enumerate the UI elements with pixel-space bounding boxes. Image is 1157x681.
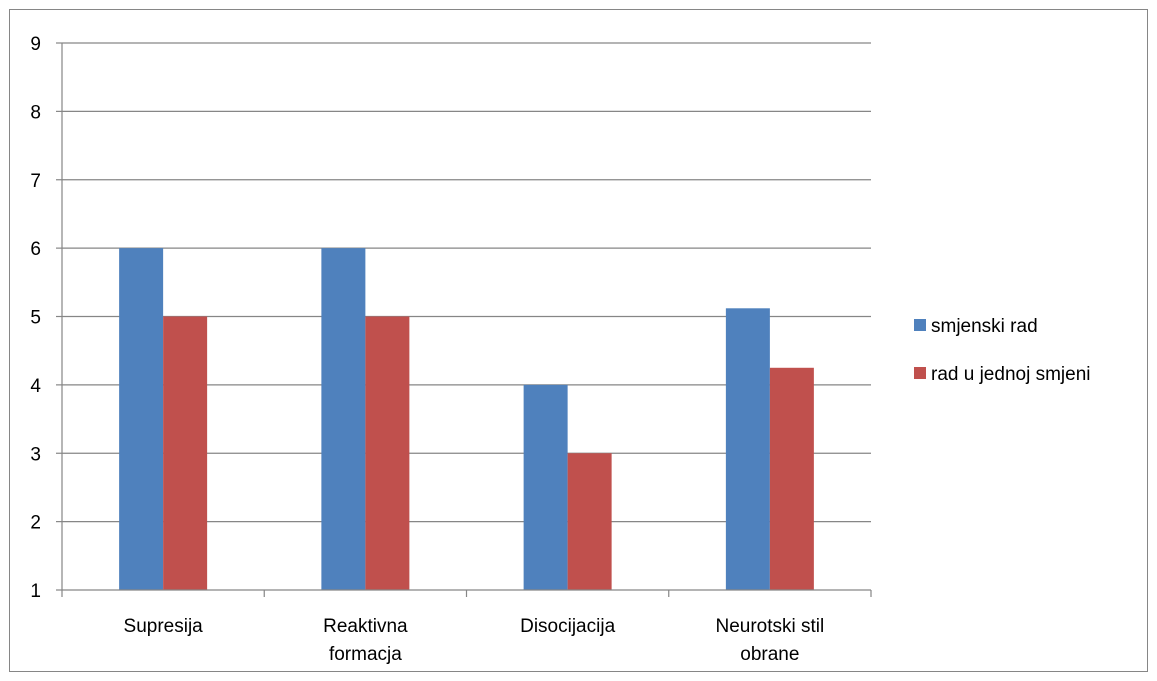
x-tick-label-line: obrane bbox=[740, 644, 799, 665]
bar-rad-u-jednoj-smjeni-3 bbox=[769, 367, 814, 590]
x-tick-label-line: Reaktivna bbox=[323, 616, 408, 637]
bars bbox=[119, 248, 814, 590]
bar-smjenski-rad-0 bbox=[119, 248, 164, 590]
y-tick-label: 1 bbox=[30, 581, 41, 602]
y-tick-label: 3 bbox=[30, 444, 41, 465]
y-tick-label: 5 bbox=[30, 308, 41, 329]
x-axis-tick-labels: Supresija Reaktivna formacja Disocijacija Ne… bbox=[124, 616, 825, 665]
legend-swatch bbox=[914, 367, 926, 379]
legend: smjenski rad rad u jednoj smjeni bbox=[914, 316, 1090, 385]
x-tick-label: Supresija bbox=[124, 616, 204, 637]
x-tick-label-line: Neurotski stil bbox=[716, 616, 825, 637]
legend-label: smjenski rad bbox=[931, 316, 1038, 337]
x-tick-label-line: Disocijacija bbox=[520, 616, 615, 637]
legend-swatch bbox=[914, 319, 926, 331]
x-tick-label: Reaktivna formacja bbox=[323, 616, 408, 665]
y-tick-label: 4 bbox=[30, 376, 41, 397]
y-tick-label: 9 bbox=[30, 34, 41, 55]
bar-rad-u-jednoj-smjeni-2 bbox=[567, 453, 612, 590]
y-tick-label: 6 bbox=[30, 239, 41, 260]
axes bbox=[56, 42, 872, 597]
bar-smjenski-rad-2 bbox=[523, 384, 568, 590]
bar-rad-u-jednoj-smjeni-0 bbox=[163, 316, 208, 590]
bar-rad-u-jednoj-smjeni-1 bbox=[365, 316, 410, 590]
x-tick-label: Disocijacija bbox=[520, 616, 615, 637]
bar-smjenski-rad-3 bbox=[725, 308, 770, 590]
bar-smjenski-rad-1 bbox=[321, 248, 366, 590]
x-tick-label-line: formacja bbox=[329, 644, 402, 665]
y-tick-label: 8 bbox=[30, 102, 41, 123]
x-tick-label-line: Supresija bbox=[124, 616, 204, 637]
y-axis-tick-labels: 1 2 3 4 5 6 7 8 9 bbox=[30, 34, 41, 602]
x-tick-label: Neurotski stil obrane bbox=[716, 616, 825, 665]
y-tick-label: 2 bbox=[30, 513, 41, 534]
y-tick-label: 7 bbox=[30, 171, 41, 192]
legend-label: rad u jednoj smjeni bbox=[931, 364, 1090, 385]
